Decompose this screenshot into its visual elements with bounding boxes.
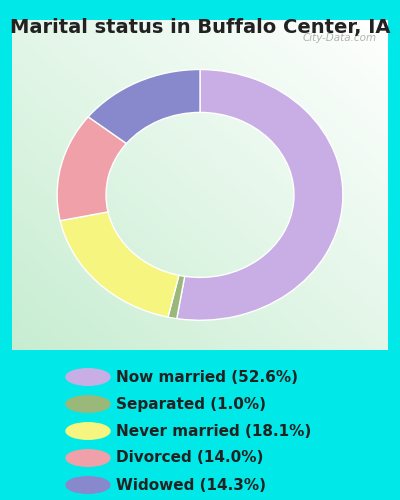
Text: Divorced (14.0%): Divorced (14.0%) [116,450,263,466]
Wedge shape [88,70,200,144]
Wedge shape [60,212,179,317]
Text: Widowed (14.3%): Widowed (14.3%) [116,478,266,492]
Text: Never married (18.1%): Never married (18.1%) [116,424,311,438]
Circle shape [66,369,110,385]
Circle shape [66,396,110,412]
Circle shape [66,450,110,466]
Text: Now married (52.6%): Now married (52.6%) [116,370,298,384]
Circle shape [66,477,110,493]
Text: Separated (1.0%): Separated (1.0%) [116,396,266,411]
Wedge shape [168,276,185,318]
Wedge shape [57,117,126,220]
Wedge shape [177,70,343,320]
Text: City-Data.com: City-Data.com [302,33,377,43]
Text: Marital status in Buffalo Center, IA: Marital status in Buffalo Center, IA [10,18,390,36]
Circle shape [66,423,110,440]
